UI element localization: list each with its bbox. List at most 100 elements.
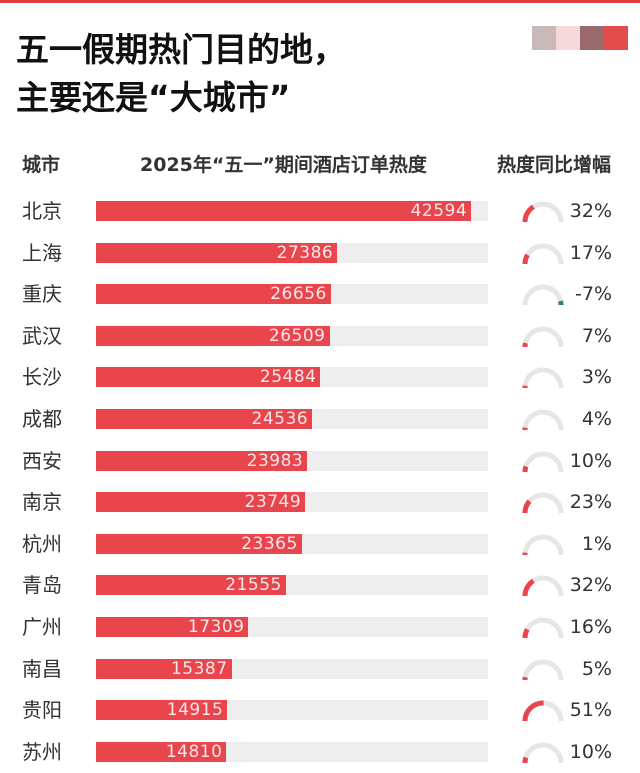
brand-block-4	[604, 26, 628, 50]
gauge-track	[525, 329, 561, 347]
growth-gauge	[520, 449, 566, 475]
chart-row: 杭州 23365 1%	[0, 524, 640, 566]
city-label: 上海	[22, 233, 62, 275]
growth-gauge	[520, 241, 566, 267]
header-hotel-order-heat: 2025年“五一”期间酒店订单热度	[140, 150, 427, 177]
bar-value-label: 25484	[260, 367, 317, 387]
bar-value-label: 21555	[225, 575, 282, 595]
gauge-track	[525, 412, 561, 430]
bar-value-label: 17309	[188, 617, 245, 637]
gauge-track	[525, 745, 561, 763]
bar-value-label: 23983	[247, 451, 304, 471]
bar-value-label: 23365	[241, 534, 298, 554]
bar-track: 17309	[96, 617, 488, 637]
brand-block-2	[556, 26, 580, 50]
chart-row: 西安 23983 10%	[0, 441, 640, 483]
bar: 27386	[96, 243, 337, 263]
gauge-fill	[525, 207, 533, 222]
chart-row: 重庆 26656 -7%	[0, 274, 640, 316]
growth-label: 16%	[570, 607, 612, 649]
bar: 24536	[96, 409, 312, 429]
city-label: 长沙	[22, 357, 62, 399]
brand-block-1	[532, 26, 556, 50]
bar-track: 26509	[96, 326, 488, 346]
gauge-fill	[525, 501, 530, 513]
growth-gauge	[520, 365, 566, 391]
growth-gauge	[520, 573, 566, 599]
bar: 42594	[96, 201, 471, 221]
city-label: 南昌	[22, 649, 62, 691]
page-title: 五一假期热门目的地， 主要还是“大城市”	[16, 26, 346, 122]
city-label: 重庆	[22, 274, 62, 316]
bar: 23365	[96, 534, 302, 554]
chart-row: 广州 17309 16%	[0, 607, 640, 649]
bar-track: 14915	[96, 700, 488, 720]
gauge-track	[525, 454, 561, 472]
bar-value-label: 24536	[252, 409, 309, 429]
bar-track: 27386	[96, 243, 488, 263]
header-city: 城市	[22, 150, 60, 177]
bar-track: 42594	[96, 201, 488, 221]
bar: 23749	[96, 492, 305, 512]
bar: 26656	[96, 284, 331, 304]
growth-label: 1%	[582, 524, 612, 566]
city-label: 青岛	[22, 565, 62, 607]
bar-track: 15387	[96, 659, 488, 679]
bar: 15387	[96, 659, 232, 679]
title-line-1: 五一假期热门目的地，	[16, 26, 346, 74]
growth-gauge	[520, 199, 566, 225]
gauge-track	[525, 370, 561, 388]
gauge-track	[525, 662, 561, 680]
city-label: 北京	[22, 191, 62, 233]
city-label: 南京	[22, 482, 62, 524]
growth-gauge	[520, 615, 566, 641]
bar-track: 23365	[96, 534, 488, 554]
growth-gauge	[520, 324, 566, 350]
growth-gauge	[520, 407, 566, 433]
bar-track: 14810	[96, 742, 488, 762]
growth-gauge	[520, 532, 566, 558]
bar-track: 21555	[96, 575, 488, 595]
growth-label: 51%	[570, 690, 612, 732]
bar-value-label: 27386	[277, 243, 334, 263]
city-label: 杭州	[22, 524, 62, 566]
gauge-fill	[525, 629, 527, 638]
gauge-track	[525, 620, 561, 638]
bar-value-label: 23749	[245, 492, 302, 512]
city-label: 苏州	[22, 732, 62, 773]
gauge-track	[525, 246, 561, 264]
city-label: 西安	[22, 441, 62, 483]
city-label: 武汉	[22, 316, 62, 358]
chart-row: 上海 27386 17%	[0, 233, 640, 275]
gauge-fill	[525, 703, 544, 721]
gauge-fill	[525, 254, 528, 263]
gauge-track	[525, 537, 561, 555]
growth-label: 3%	[582, 357, 612, 399]
bar-track: 26656	[96, 284, 488, 304]
growth-gauge	[520, 282, 566, 308]
bar: 14810	[96, 742, 226, 762]
bar-track: 23983	[96, 451, 488, 471]
growth-gauge	[520, 490, 566, 516]
bar-track: 24536	[96, 409, 488, 429]
growth-label: 10%	[570, 441, 612, 483]
city-label: 成都	[22, 399, 62, 441]
growth-label: -7%	[575, 274, 612, 316]
gauge-fill	[525, 581, 533, 596]
bar: 21555	[96, 575, 286, 595]
bar-value-label: 26509	[269, 326, 326, 346]
header-yoy-growth: 热度同比增幅	[497, 150, 611, 177]
bar-value-label: 42594	[411, 201, 468, 221]
title-line-2: 主要还是“大城市”	[16, 74, 346, 122]
bar: 25484	[96, 367, 320, 387]
growth-label: 17%	[570, 233, 612, 275]
brand-block-3	[580, 26, 604, 50]
gauge-track	[525, 495, 561, 513]
chart-row: 长沙 25484 3%	[0, 357, 640, 399]
city-label: 广州	[22, 607, 62, 649]
